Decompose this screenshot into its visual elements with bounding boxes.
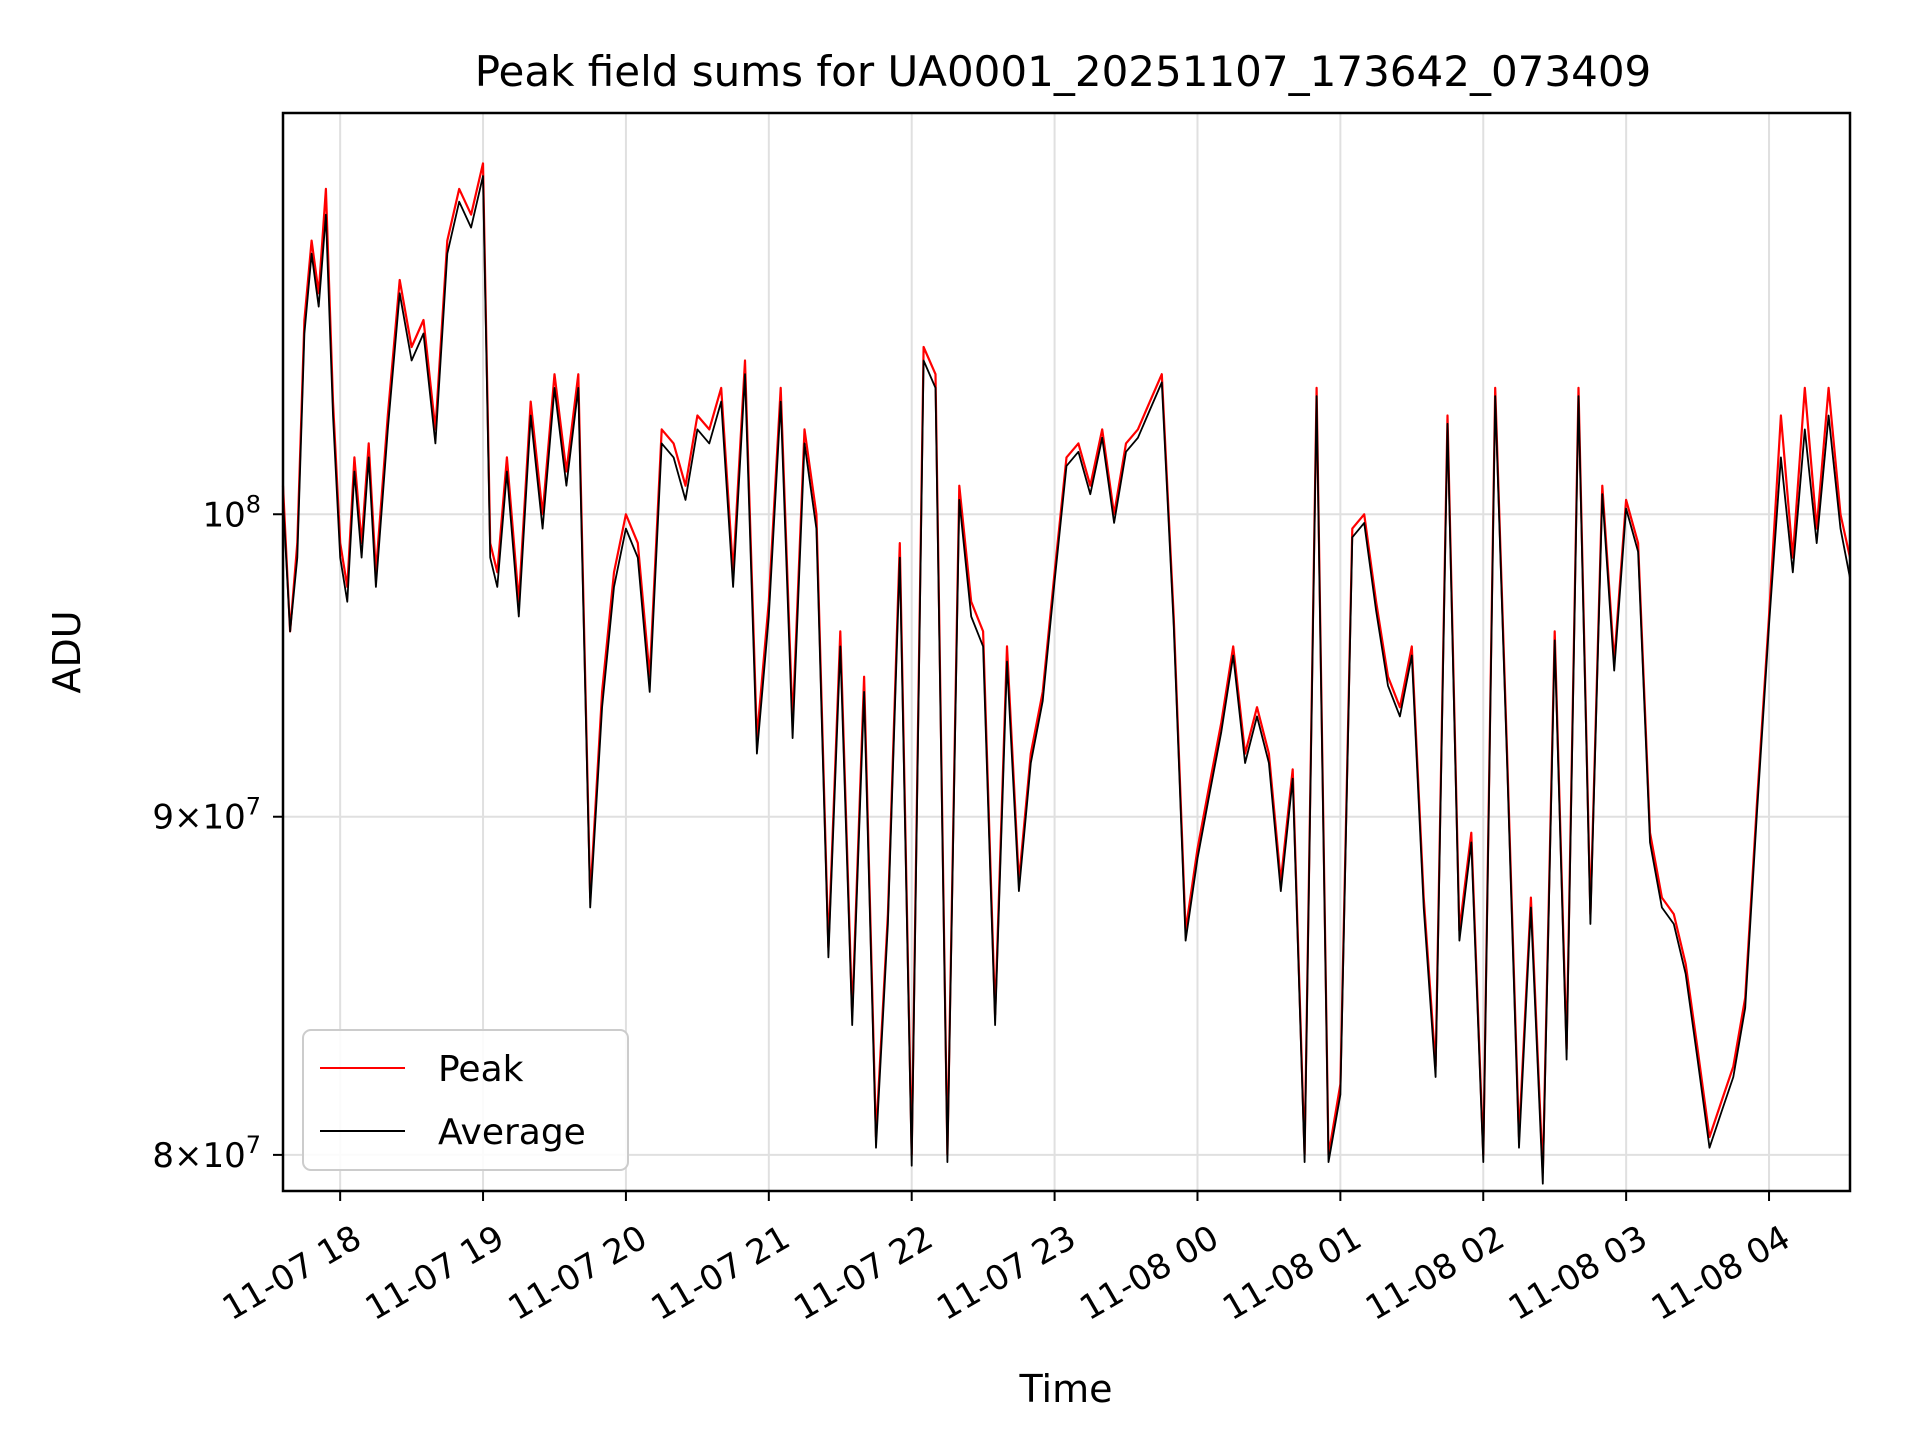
x-axis-label: Time bbox=[1019, 1367, 1113, 1411]
legend-box bbox=[302, 1029, 629, 1171]
y-axis-ticks: 8×107 9×107 108 bbox=[152, 490, 283, 1176]
chart-title: Peak field sums for UA0001_20251107_1736… bbox=[475, 47, 1652, 96]
legend-label-average: Average bbox=[438, 1112, 586, 1153]
y-axis-label: ADU bbox=[45, 610, 89, 693]
series-layer bbox=[281, 162, 1852, 1185]
plot-frame bbox=[281, 111, 1852, 1193]
series-line-average bbox=[282, 175, 1851, 1185]
y-tick-label: 9×107 bbox=[152, 793, 261, 838]
legend-label-peak: Peak bbox=[438, 1049, 524, 1090]
y-tick-label: 108 bbox=[202, 490, 261, 535]
x-gridlines bbox=[339, 113, 1771, 1191]
legend: Peak Average bbox=[302, 1029, 629, 1171]
y-tick-label: 8×107 bbox=[152, 1131, 261, 1176]
